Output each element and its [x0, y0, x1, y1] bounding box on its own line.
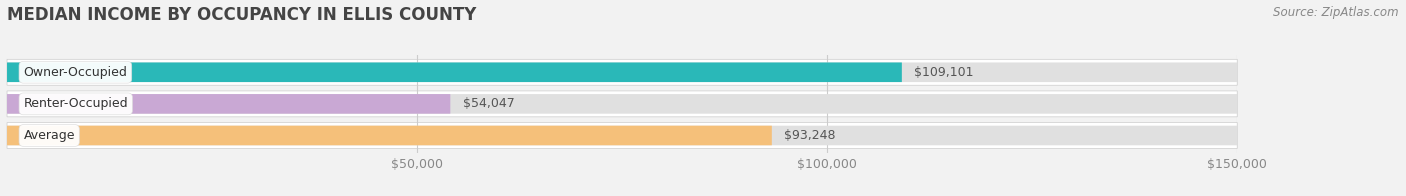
Text: Owner-Occupied: Owner-Occupied	[24, 66, 128, 79]
FancyBboxPatch shape	[7, 63, 901, 82]
Text: Renter-Occupied: Renter-Occupied	[24, 97, 128, 110]
Text: MEDIAN INCOME BY OCCUPANCY IN ELLIS COUNTY: MEDIAN INCOME BY OCCUPANCY IN ELLIS COUN…	[7, 6, 477, 24]
FancyBboxPatch shape	[7, 126, 772, 145]
Text: $109,101: $109,101	[914, 66, 973, 79]
FancyBboxPatch shape	[7, 126, 1237, 145]
Text: $54,047: $54,047	[463, 97, 515, 110]
FancyBboxPatch shape	[7, 94, 450, 114]
FancyBboxPatch shape	[7, 94, 1237, 114]
FancyBboxPatch shape	[7, 59, 1237, 85]
FancyBboxPatch shape	[7, 122, 1237, 148]
Text: Average: Average	[24, 129, 75, 142]
FancyBboxPatch shape	[7, 91, 1237, 117]
Text: $93,248: $93,248	[785, 129, 835, 142]
Text: Source: ZipAtlas.com: Source: ZipAtlas.com	[1274, 6, 1399, 19]
FancyBboxPatch shape	[7, 63, 1237, 82]
